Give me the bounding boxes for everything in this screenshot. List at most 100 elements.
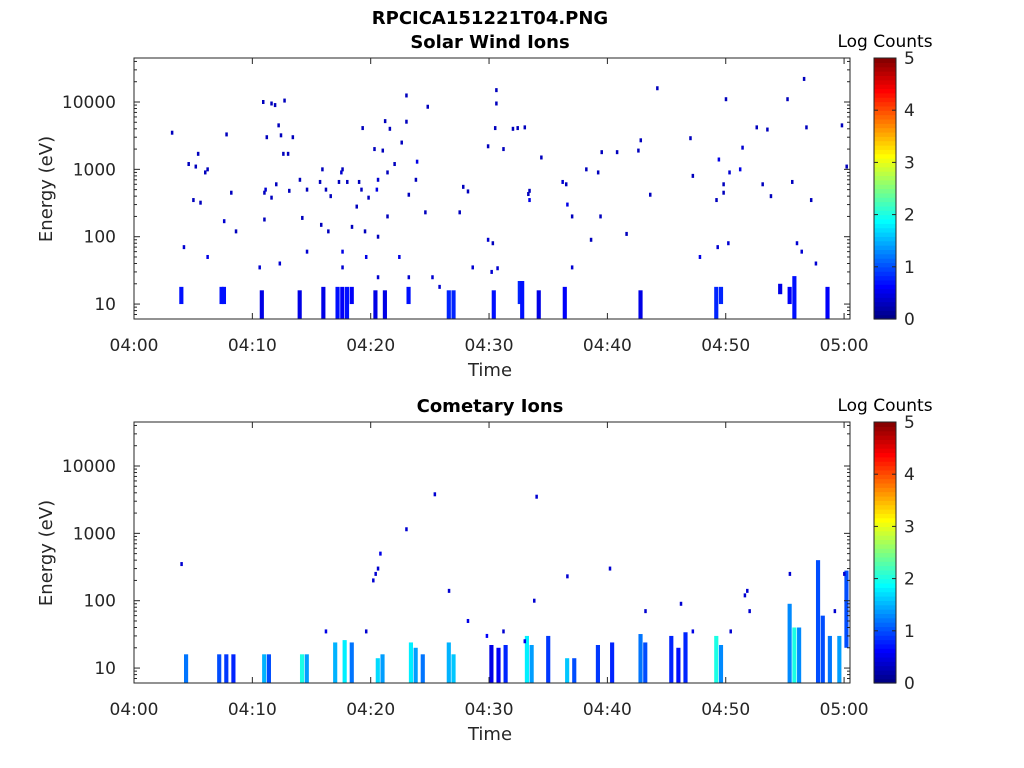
colorbar-segment (874, 622, 896, 628)
data-column (820, 615, 825, 683)
data-point (321, 167, 324, 172)
data-column (778, 283, 783, 295)
x-tick-label: 04:00 (110, 336, 159, 356)
data-column (827, 635, 832, 683)
plot-area-cometary: 04:00 04:10 04:20 04:30 04:40 04:50 05:00 10 100… (62, 421, 869, 720)
data-point (486, 237, 490, 242)
colorbar-segment (874, 145, 896, 150)
data-column (610, 642, 615, 683)
data-point (600, 150, 603, 155)
data-column (638, 634, 643, 683)
data-point (180, 562, 183, 567)
data-point (265, 135, 269, 140)
x-tick-label: 04:50 (701, 336, 750, 356)
colorbar-segment (874, 275, 896, 281)
axes-frame (133, 421, 851, 684)
data-point (405, 93, 408, 98)
data-point (383, 119, 387, 124)
y-tick-label: 10 (94, 295, 116, 315)
data-point (192, 198, 195, 203)
data-point (376, 566, 380, 571)
colorbar-segment (874, 118, 896, 124)
data-point (523, 639, 527, 644)
colorbar-segment (874, 656, 896, 662)
colorbar-segment (874, 678, 896, 684)
data-column (179, 286, 184, 305)
colorbar-segment (874, 171, 896, 177)
data-point (270, 101, 273, 106)
colorbar-segment (874, 491, 896, 497)
data-point (298, 177, 302, 182)
data-point (373, 147, 376, 152)
colorbar-segment (874, 443, 896, 449)
data-point (637, 148, 640, 153)
data-column (536, 290, 541, 319)
data-point (438, 284, 441, 289)
colorbar-frame (873, 57, 897, 320)
colorbar-segment (874, 487, 896, 493)
data-point (802, 76, 806, 81)
data-point (491, 241, 495, 246)
colorbar-segment (874, 110, 896, 116)
data-column (562, 286, 567, 319)
x-tick-label: 04:20 (346, 700, 395, 720)
data-point (809, 198, 813, 203)
data-column (714, 286, 719, 319)
data-point (788, 571, 792, 576)
colorbar-tick-label: 5 (904, 49, 915, 69)
colorbar-label-cometary: Log Counts (837, 396, 932, 416)
data-point (196, 151, 200, 156)
colorbar-segment (874, 123, 896, 129)
colorbar-segment (874, 448, 896, 454)
data-point (405, 527, 408, 532)
data-point (431, 275, 434, 280)
data-point (275, 182, 278, 187)
data-point (570, 265, 574, 270)
data-point (840, 123, 844, 128)
x-tick-label: 04:30 (465, 700, 514, 720)
plot-background (134, 58, 850, 319)
colorbar-segment (874, 652, 896, 658)
figure-title: RPCICA151221T04.PNG (372, 8, 608, 29)
colorbar-segment (874, 305, 896, 311)
colorbar-segment (874, 71, 896, 76)
colorbar-segment (874, 292, 896, 298)
data-column (638, 290, 643, 319)
colorbar-segment (874, 578, 896, 584)
data-column (219, 286, 224, 305)
data-point (170, 130, 174, 135)
colorbar-segment (874, 587, 896, 593)
colorbar-tick-label: 0 (904, 674, 915, 694)
colorbar-segment (874, 648, 896, 654)
y-tick-label: 1000 (73, 524, 116, 544)
colorbar-segment (874, 232, 896, 237)
panel-solar-wind: Solar Wind Ions 04:00 04:10 04:20 04:30 04:4… (36, 32, 933, 381)
data-point (535, 494, 538, 499)
data-column (231, 654, 236, 683)
colorbar-segment (874, 301, 896, 307)
y-axis-label-solar-wind: Energy (eV) (36, 136, 57, 242)
colorbar-segment (874, 591, 896, 597)
y-tick-label: 1000 (73, 160, 116, 180)
data-point (566, 202, 569, 207)
data-point (305, 187, 309, 192)
y-tick-label: 100 (84, 592, 116, 612)
data-point (716, 245, 719, 250)
x-tick-label: 04:20 (346, 336, 395, 356)
data-point (340, 170, 343, 175)
data-column (349, 286, 354, 305)
colorbar-segment (874, 66, 896, 72)
data-point (766, 127, 769, 132)
data-point (800, 249, 803, 254)
colorbar-tick-label: 1 (904, 258, 915, 278)
colorbar-segment (874, 500, 896, 506)
data-column (546, 635, 551, 683)
colorbar-tick-label: 0 (904, 310, 915, 330)
panel-title-solar-wind: Solar Wind Ions (410, 32, 569, 53)
data-point (324, 187, 328, 192)
colorbar-segment (874, 669, 896, 675)
colorbar-frame (873, 421, 897, 684)
data-point (270, 195, 273, 200)
colorbar-segment (874, 469, 896, 475)
data-point (502, 629, 505, 634)
